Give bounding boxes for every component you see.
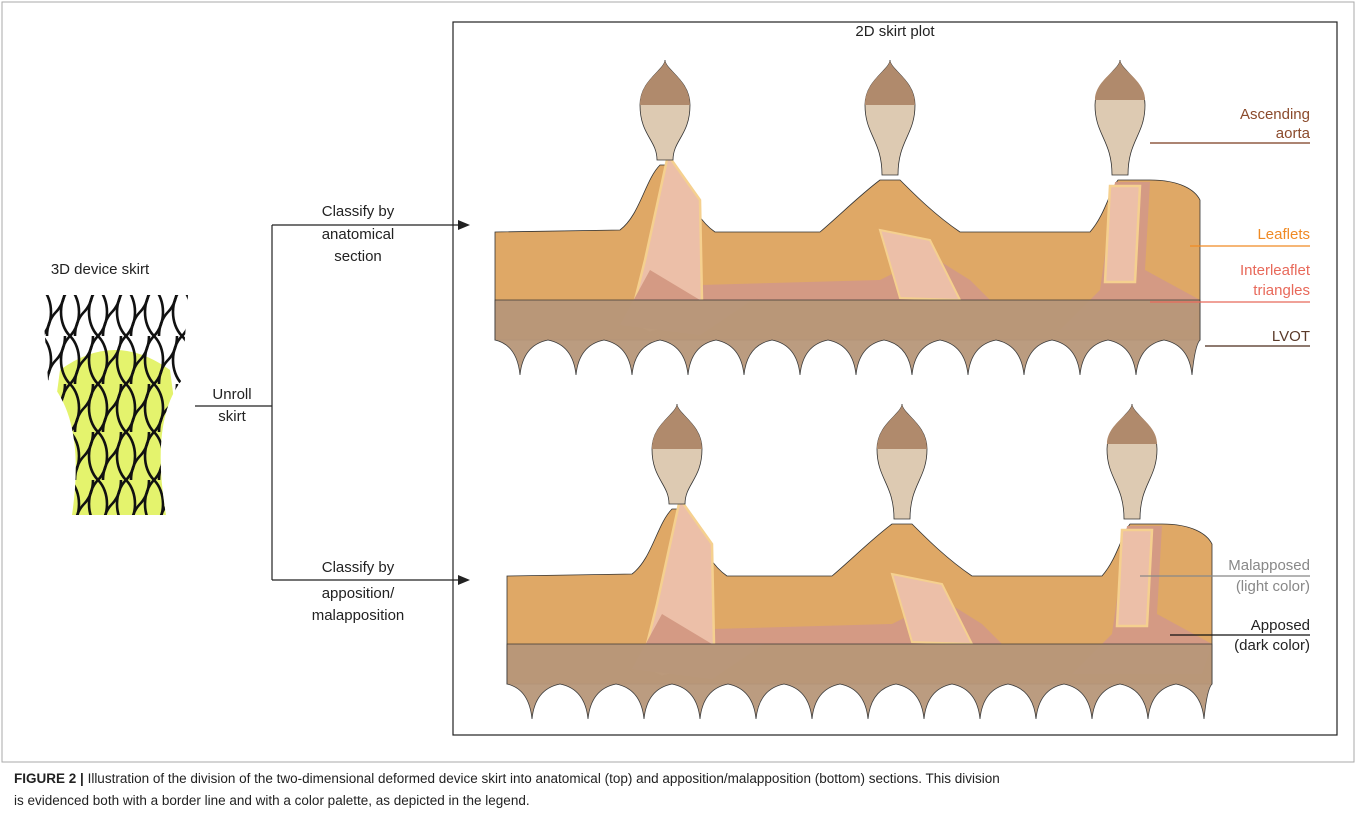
legend-label: Leaflets [1257, 226, 1310, 243]
legend-label: Interleaflet [1240, 262, 1311, 279]
unroll-label: skirt [218, 408, 246, 425]
classify-label: apposition/ [322, 585, 395, 602]
caption-text: Illustration of the division of the two-… [88, 771, 1000, 786]
caption-line: FIGURE 2 | Illustration of the division … [14, 768, 1344, 790]
legend-label: Ascending [1240, 106, 1310, 123]
legend-label: LVOT [1272, 328, 1310, 345]
skirt-anatomical [495, 60, 1200, 375]
device-skirt [30, 290, 200, 520]
legend-label: (light color) [1236, 578, 1310, 595]
classify-label: Classify by [322, 559, 395, 576]
plot-title: 2D skirt plot [855, 23, 935, 40]
skirt-apposition [507, 404, 1212, 719]
figure: 2D skirt plot 3D device skirt Unroll ski… [0, 0, 1357, 765]
arrowheads [458, 220, 470, 585]
caption-label: FIGURE 2 | [14, 771, 84, 786]
classify-label: section [334, 248, 382, 265]
classify-label: Classify by [322, 203, 395, 220]
device-label: 3D device skirt [51, 261, 150, 278]
legend-label: Apposed [1251, 617, 1310, 634]
caption: FIGURE 2 | Illustration of the division … [14, 768, 1344, 812]
caption-line: is evidenced both with a border line and… [14, 790, 1344, 812]
classify-label: anatomical [322, 226, 395, 243]
legend-label: aorta [1276, 125, 1311, 142]
legend-label: (dark color) [1234, 637, 1310, 654]
page: 2D skirt plot 3D device skirt Unroll ski… [0, 0, 1357, 823]
legend-label: Malapposed [1228, 557, 1310, 574]
legend-label: triangles [1253, 282, 1310, 299]
unroll-label: Unroll [212, 386, 251, 403]
classify-label: malapposition [312, 607, 405, 624]
